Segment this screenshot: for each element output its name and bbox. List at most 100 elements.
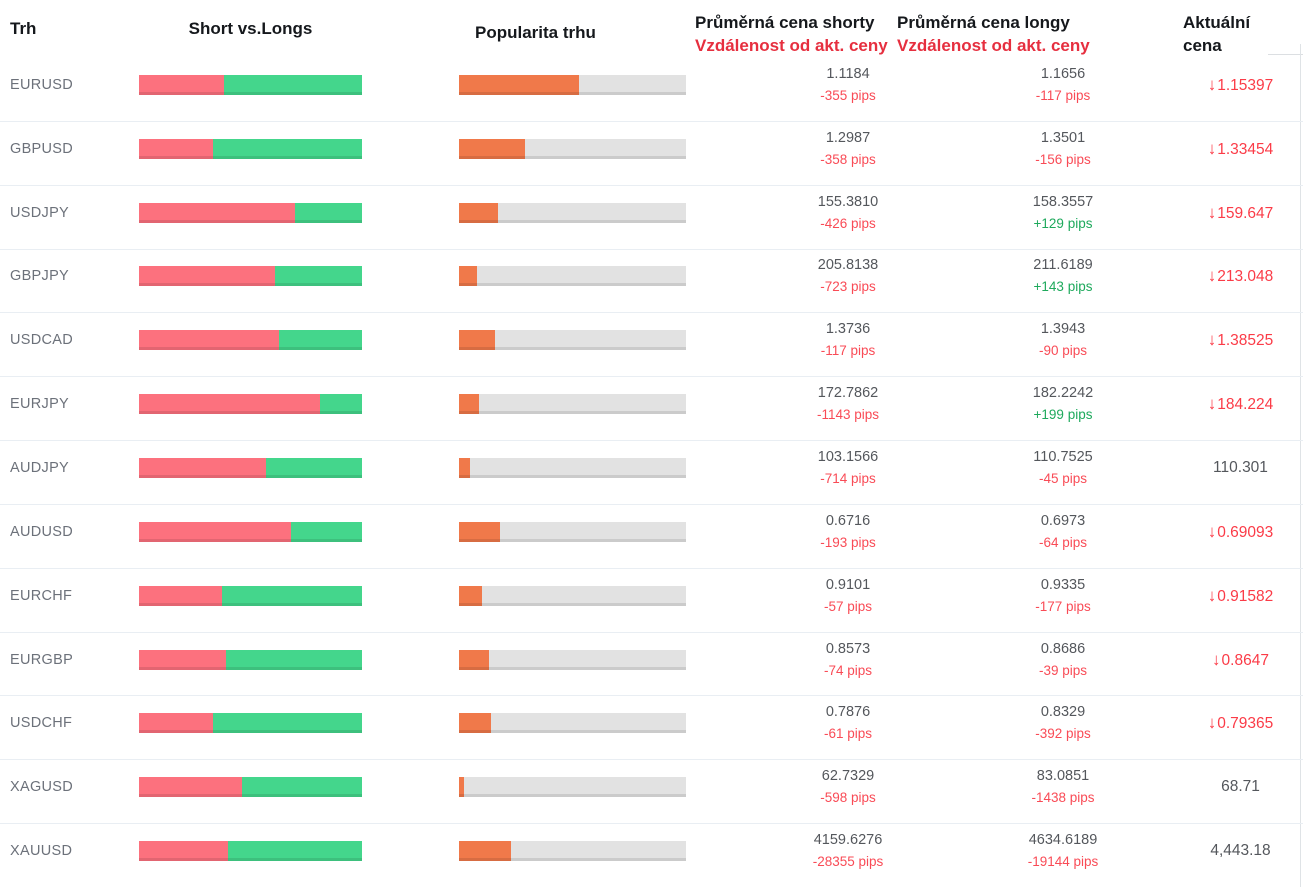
current-price: 0.69093 <box>1217 523 1274 541</box>
popularity-bar <box>459 585 686 606</box>
current-price: 159.647 <box>1217 204 1274 222</box>
avg-long-price: 4634.6189 <box>1028 832 1098 849</box>
short-bar-segment <box>139 74 224 95</box>
avg-long-price: 182.2242 <box>1032 385 1094 402</box>
long-bar-segment <box>319 394 362 415</box>
long-distance-pips: -90 pips <box>1038 343 1088 359</box>
short-price-cell: 1.1184 -355 pips <box>686 64 1010 106</box>
short-long-bar <box>139 521 362 542</box>
short-bar-segment <box>139 649 226 670</box>
long-price-cell: 110.7525 -45 pips <box>1010 447 1116 489</box>
long-price-cell: 1.3501 -156 pips <box>1010 128 1116 170</box>
sentiment-table: EURUSD 1.1184 -355 pips 1.1656 -117 pips… <box>0 58 1303 887</box>
table-row[interactable]: USDCHF 0.7876 -61 pips 0.8329 -392 pips … <box>0 696 1303 761</box>
market-label: XAGUSD <box>10 779 74 796</box>
current-price-cell: 68.71 <box>1178 778 1303 796</box>
current-price-cell: ↓1.38525 <box>1178 330 1303 350</box>
long-bar-segment <box>241 777 362 798</box>
short-distance-pips: -723 pips <box>820 279 876 295</box>
long-bar-segment <box>290 521 362 542</box>
table-row[interactable]: GBPUSD 1.2987 -358 pips 1.3501 -156 pips… <box>0 122 1303 186</box>
short-long-bar <box>139 394 362 415</box>
current-price: 184.224 <box>1217 396 1274 414</box>
market-label: USDCHF <box>10 715 73 732</box>
popularity-bar <box>459 521 686 542</box>
popularity-fill <box>459 841 512 862</box>
table-row[interactable]: USDJPY 155.3810 -426 pips 158.3557 +129 … <box>0 186 1303 250</box>
long-price-cell: 4634.6189 -19144 pips <box>1010 830 1116 872</box>
long-distance-pips: +199 pips <box>1033 407 1093 423</box>
popularity-fill <box>459 521 500 542</box>
table-row[interactable]: EURUSD 1.1184 -355 pips 1.1656 -117 pips… <box>0 58 1303 122</box>
market-label: AUDUSD <box>10 523 74 540</box>
short-bar-segment <box>139 266 276 287</box>
popularity-bar <box>459 266 686 287</box>
popularity-bar <box>459 330 686 351</box>
market-label: EURUSD <box>10 76 74 93</box>
current-price: 0.79365 <box>1217 715 1274 733</box>
down-arrow-icon: ↓ <box>1207 266 1217 286</box>
avg-short-price: 0.7876 <box>825 704 871 721</box>
short-bar-segment <box>139 202 296 223</box>
long-bar-segment <box>295 202 362 223</box>
avg-short-price: 0.9101 <box>825 576 871 593</box>
table-row[interactable]: EURCHF 0.9101 -57 pips 0.9335 -177 pips … <box>0 569 1303 633</box>
short-long-bar <box>139 202 362 223</box>
short-long-bar <box>139 138 362 159</box>
table-header: Trh Short vs.Longs Popularita trhu Průmě… <box>0 0 1303 58</box>
current-price: 1.15397 <box>1217 76 1274 94</box>
popularity-bar <box>459 713 686 734</box>
header-avg-short-title: Průměrná cena shorty <box>695 13 875 32</box>
short-distance-pips: -117 pips <box>820 343 876 359</box>
avg-short-price: 155.3810 <box>817 193 879 210</box>
long-distance-pips: -64 pips <box>1038 534 1088 550</box>
popularity-bar <box>459 649 686 670</box>
avg-short-price: 1.3736 <box>825 321 871 338</box>
market-label: EURGBP <box>10 651 74 668</box>
header-avg-long-subtitle: Vzdálenost od akt. ceny <box>897 36 1090 55</box>
short-distance-pips: -74 pips <box>823 662 873 678</box>
market-label: XAUUSD <box>10 843 73 860</box>
down-arrow-icon: ↓ <box>1207 202 1217 222</box>
long-price-cell: 1.3943 -90 pips <box>1010 319 1116 361</box>
table-row[interactable]: XAUUSD 4159.6276 -28355 pips 4634.6189 -… <box>0 824 1303 887</box>
short-long-bar <box>139 266 362 287</box>
table-row[interactable]: USDCAD 1.3736 -117 pips 1.3943 -90 pips … <box>0 313 1303 378</box>
header-avg-short-subtitle: Vzdálenost od akt. ceny <box>695 36 888 55</box>
short-long-bar <box>139 585 362 606</box>
avg-long-price: 0.9335 <box>1040 576 1086 593</box>
avg-short-price: 62.7329 <box>821 768 875 785</box>
short-long-bar <box>139 841 362 862</box>
avg-long-price: 1.3501 <box>1040 129 1086 146</box>
short-long-bar <box>139 74 362 95</box>
short-price-cell: 0.8573 -74 pips <box>686 639 1010 681</box>
short-long-bar <box>139 713 362 734</box>
long-bar-segment <box>266 457 362 478</box>
short-price-cell: 103.1566 -714 pips <box>686 447 1010 489</box>
table-row[interactable]: EURGBP 0.8573 -74 pips 0.8686 -39 pips ↓… <box>0 633 1303 697</box>
table-row[interactable]: XAGUSD 62.7329 -598 pips 83.0851 -1438 p… <box>0 760 1303 825</box>
current-price-cell: ↓213.048 <box>1178 266 1303 286</box>
current-price: 0.91582 <box>1217 587 1274 605</box>
short-price-cell: 0.6716 -193 pips <box>686 511 1010 553</box>
short-distance-pips: -358 pips <box>820 151 876 167</box>
table-row[interactable]: AUDUSD 0.6716 -193 pips 0.6973 -64 pips … <box>0 505 1303 569</box>
long-distance-pips: -156 pips <box>1035 151 1091 167</box>
current-price-cell: ↓1.15397 <box>1178 75 1303 95</box>
table-row[interactable]: EURJPY 172.7862 -1143 pips 182.2242 +199… <box>0 377 1303 442</box>
long-distance-pips: -177 pips <box>1035 598 1091 614</box>
down-arrow-icon: ↓ <box>1207 138 1217 158</box>
avg-long-price: 1.1656 <box>1040 65 1086 82</box>
avg-long-price: 83.0851 <box>1036 768 1090 785</box>
down-arrow-icon: ↓ <box>1207 330 1217 350</box>
table-row[interactable]: GBPJPY 205.8138 -723 pips 211.6189 +143 … <box>0 250 1303 314</box>
short-bar-segment <box>139 713 213 734</box>
short-distance-pips: -355 pips <box>820 87 876 103</box>
short-price-cell: 155.3810 -426 pips <box>686 192 1010 234</box>
popularity-bar <box>459 457 686 478</box>
table-row[interactable]: AUDJPY 103.1566 -714 pips 110.7525 -45 p… <box>0 441 1303 505</box>
long-bar-segment <box>212 138 362 159</box>
short-price-cell: 205.8138 -723 pips <box>686 255 1010 297</box>
long-price-cell: 0.6973 -64 pips <box>1010 511 1116 553</box>
current-price: 1.33454 <box>1217 140 1274 158</box>
